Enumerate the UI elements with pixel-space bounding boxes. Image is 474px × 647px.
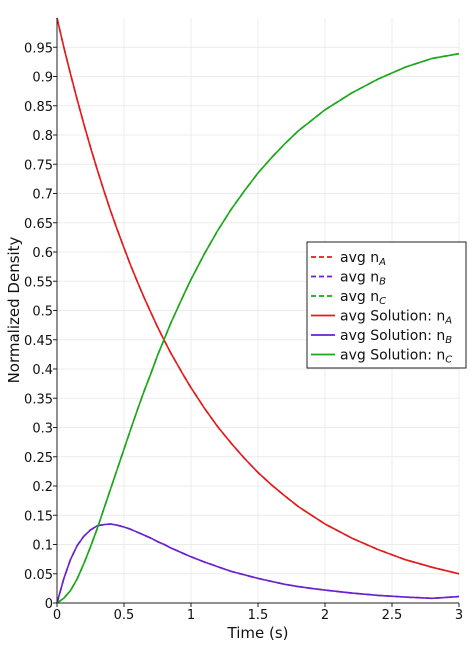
y-axis-label: Normalized Density (5, 236, 23, 383)
x-tick-label: 2.5 (382, 608, 403, 623)
y-tick-label: 0.8 (32, 129, 53, 144)
legend-label: avg Solution: nA (340, 309, 452, 327)
series-line-5 (56, 523, 460, 604)
legend-box (306, 241, 467, 369)
series-line-6 (56, 52, 460, 604)
y-tick-label: 0.7 (32, 188, 53, 203)
x-tick-label: 2 (321, 608, 329, 623)
series-lines (56, 17, 460, 604)
legend-label: avg Solution: nB (340, 328, 452, 346)
y-tick-label: 0.85 (24, 100, 53, 115)
x-tick-label: 0 (53, 608, 61, 623)
y-tick-label: 0.25 (24, 451, 53, 466)
y-tick-label: 0 (45, 597, 53, 612)
x-tick-labels: 0 0.5 1 1.5 2 2.5 3 (53, 603, 463, 623)
y-tick-label: 0.5 (32, 305, 53, 320)
y-tick-label: 0.05 (24, 568, 53, 583)
series-line-4 (56, 17, 460, 575)
x-tick-label: 3 (455, 608, 463, 623)
y-tick-label: 0.9 (32, 71, 53, 86)
grid-lines (56, 18, 460, 604)
y-tick-label: 0.95 (24, 41, 53, 56)
y-tick-label: 0.2 (32, 480, 53, 495)
x-tick-label: 0.5 (114, 608, 135, 623)
legend-label: avg Solution: nC (340, 348, 452, 366)
y-tick-label: 0.75 (24, 158, 53, 173)
y-tick-labels: 0 0.05 0.1 0.15 0.2 0.25 0.3 0.35 0.4 0.45 0.5 0.55… (24, 41, 57, 612)
y-tick-label: 0.35 (24, 392, 53, 407)
y-tick-label: 0.1 (32, 539, 53, 554)
legend-label: avg nC (340, 289, 386, 307)
x-tick-label: 1.5 (248, 608, 269, 623)
legend-label: avg nA (340, 250, 386, 268)
y-tick-label: 0.45 (24, 334, 53, 349)
legend-label: avg nB (340, 270, 386, 288)
y-tick-label: 0.55 (24, 275, 53, 290)
x-axis-label: Time (s) (227, 624, 289, 642)
y-tick-label: 0.65 (24, 217, 53, 232)
y-tick-label: 0.3 (32, 422, 53, 437)
x-tick-label: 1 (187, 608, 195, 623)
y-tick-label: 0.15 (24, 509, 53, 524)
y-tick-label: 0.4 (32, 363, 53, 378)
y-tick-label: 0.6 (32, 246, 53, 261)
